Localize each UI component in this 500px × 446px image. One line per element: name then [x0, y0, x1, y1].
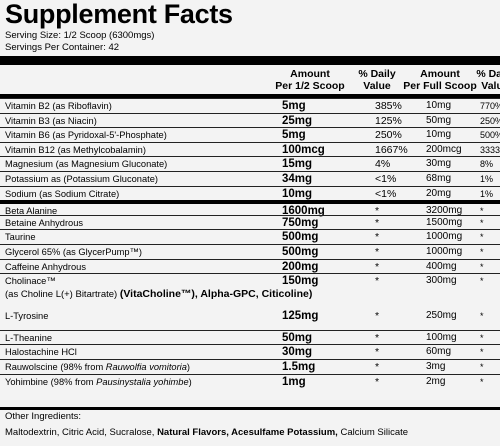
servings-per-container: Servings Per Container: 42: [5, 42, 120, 53]
table-row: Beta Alanine 1600mg * 3200mg *: [0, 200, 500, 217]
table-row: L-Theanine 50mg * 100mg *: [0, 329, 500, 345]
table-row: Rauwolscine (98% from Rauwolfia vomitori…: [0, 358, 500, 374]
header-rule: [0, 94, 500, 98]
panel-title: Supplement Facts: [5, 0, 233, 29]
table-row: Vitamin B12 (as Methylcobalamin) 100mcg 1…: [0, 141, 500, 157]
table-row: Magnesium (as Magnesium Gluconate) 15mg 4…: [0, 156, 500, 171]
table-row: Potassium as (Potassium Gluconate) 34mg <…: [0, 170, 500, 186]
table-row: Cholinace™ 150mg * 300mg * (as Choline L(+…: [0, 273, 500, 315]
header-full-amount: Amount Per Full Scoop: [403, 68, 477, 92]
other-ingredients-list: Maltodextrin, Citric Acid, Sucralose, Na…: [5, 427, 409, 438]
table-row: Glycerol 65% (as GlycerPump™) 500mg * 100…: [0, 243, 500, 259]
table-row: Vitamin B2 (as Riboflavin) 5mg 385% 10mg 7…: [0, 98, 500, 113]
header-divider: [0, 56, 500, 65]
serving-size: Serving Size: 1/2 Scoop (6300mgs): [5, 30, 155, 41]
table-row: Betaine Anhydrous 750mg * 1500mg *: [0, 214, 500, 230]
table-row: Yohimbine (98% from Pausinystalia yohimb…: [0, 373, 500, 389]
table-row: Halostachine HCl 30mg * 60mg *: [0, 344, 500, 359]
table-row: Taurine 500mg * 1000mg *: [0, 229, 500, 244]
table-row: L-Tyrosine 125mg * 250mg *: [5, 310, 484, 323]
header-daily-value: % Daily Value: [358, 68, 396, 92]
table-row: Caffeine Anhydrous 200mg * 400mg *: [0, 258, 500, 274]
nutrient-table: Vitamin B2 (as Riboflavin) 5mg 385% 10mg 7…: [0, 98, 500, 388]
table-row: Sodium (as Sodium Citrate) 10mg <1% 20mg 1…: [0, 185, 500, 201]
table-row: Vitamin B6 (as Pyridoxal-5'-Phosphate) 5…: [0, 127, 500, 142]
header-amount: Amount Per 1/2 Scoop: [275, 68, 345, 92]
cholinace-sources: (as Choline L(+) Bitartrate) (VitaCholin…: [5, 288, 313, 301]
other-ingredients-label: Other Ingredients:: [5, 411, 82, 422]
footer-rule: [0, 407, 500, 410]
